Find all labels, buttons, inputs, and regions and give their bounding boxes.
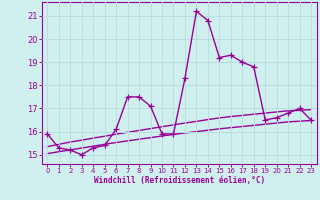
X-axis label: Windchill (Refroidissement éolien,°C): Windchill (Refroidissement éolien,°C): [94, 176, 265, 185]
